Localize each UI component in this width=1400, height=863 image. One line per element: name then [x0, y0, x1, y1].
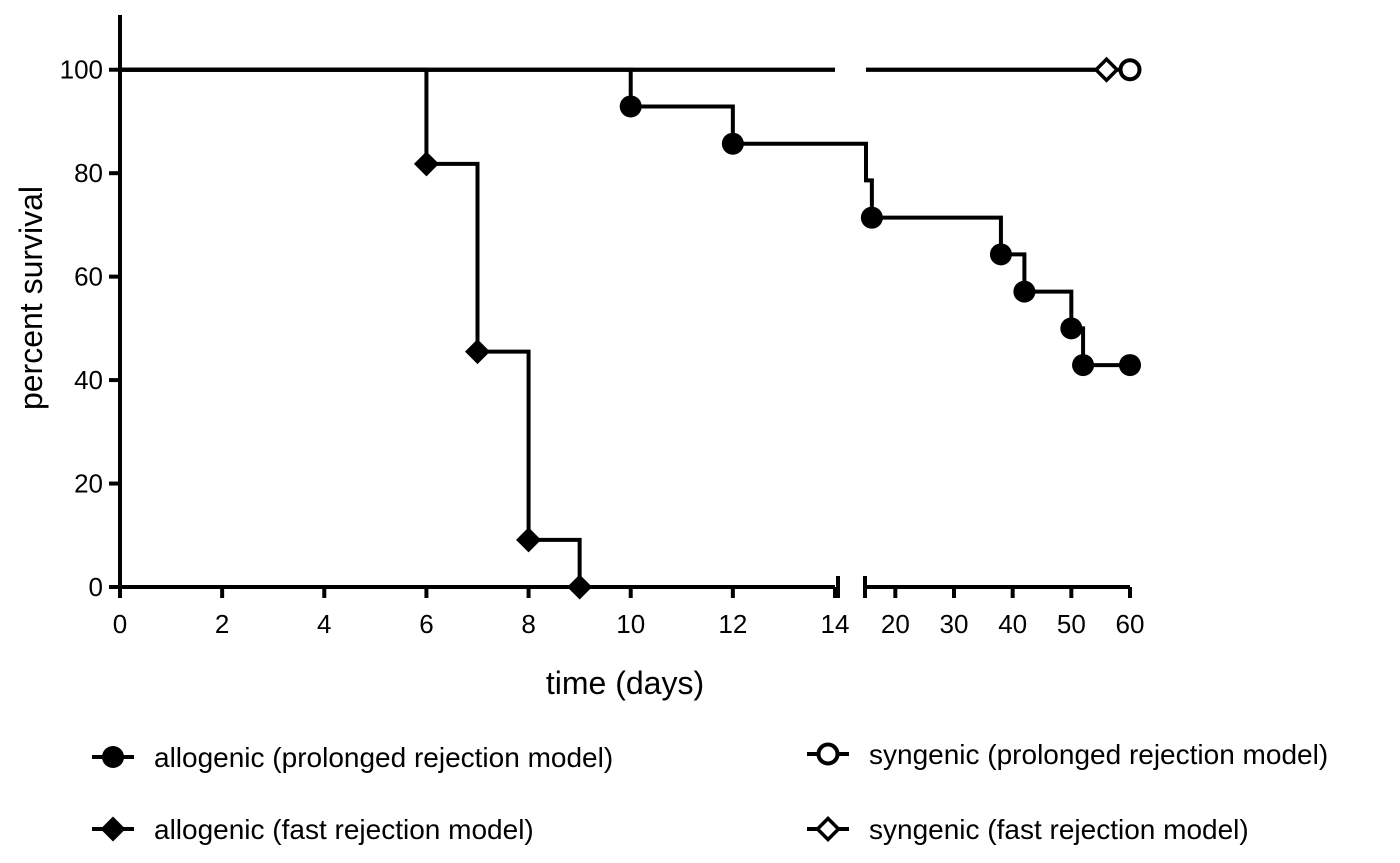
legend-item: syngenic (prolonged rejection model)	[807, 739, 1328, 770]
axes: 0 20 40 60 80 100 0 2 4 6 8 10 12 14 20 30 40 50 60	[60, 15, 1145, 639]
legend-item: allogenic (fast rejection model)	[92, 814, 534, 845]
data-point-filled-circle	[1013, 280, 1036, 303]
legend-marker-open-diamond	[815, 816, 841, 842]
legend-label: allogenic (prolonged rejection model)	[154, 742, 613, 773]
plot-markers	[413, 56, 1142, 600]
x-tick-label: 12	[718, 609, 747, 639]
data-point-filled-circle	[1060, 317, 1083, 340]
x-tick-label: 6	[419, 609, 433, 639]
x-tick-label: 30	[940, 609, 969, 639]
data-point-filled-circle	[619, 95, 642, 118]
legend-item: allogenic (prolonged rejection model)	[92, 742, 613, 773]
data-point-filled-diamond	[567, 574, 593, 600]
series-line	[120, 67, 582, 587]
plot-lines	[120, 67, 1130, 587]
x-tick-label: 60	[1116, 609, 1145, 639]
x-tick-label: 4	[317, 609, 331, 639]
legend: allogenic (prolonged rejection model) all…	[92, 739, 1328, 845]
y-axis-title: percent survival	[13, 186, 49, 410]
x-tick-label: 20	[881, 609, 910, 639]
data-point-filled-diamond	[465, 339, 490, 365]
data-point-filled-circle	[721, 132, 744, 155]
y-tick-label: 60	[74, 262, 103, 292]
data-point-filled-circle	[989, 243, 1012, 266]
legend-marker-open-circle	[816, 742, 840, 766]
data-point-filled-circle	[860, 206, 883, 229]
data-point-open-diamond	[1093, 56, 1120, 83]
y-tick-label: 100	[60, 55, 103, 85]
legend-marker-filled-diamond	[100, 816, 126, 842]
x-tick-label: 8	[521, 609, 535, 639]
data-point-filled-circle	[1119, 354, 1141, 377]
y-tick-label: 20	[74, 469, 103, 499]
x-tick-label: 40	[998, 609, 1027, 639]
x-tick-label: 50	[1057, 609, 1086, 639]
legend-label: allogenic (fast rejection model)	[154, 814, 534, 845]
y-tick-label: 40	[74, 365, 103, 395]
data-point-filled-circle	[1072, 354, 1095, 377]
x-tick-label: 0	[113, 609, 127, 639]
y-tick-label: 0	[89, 572, 103, 602]
legend-item: syngenic (fast rejection model)	[807, 814, 1249, 845]
y-tick-label: 80	[74, 158, 103, 188]
x-tick-label: 14	[821, 609, 850, 639]
x-tick-label: 2	[215, 609, 229, 639]
legend-marker-filled-circle	[102, 746, 124, 768]
data-point-filled-diamond	[516, 527, 542, 553]
legend-label: syngenic (fast rejection model)	[869, 814, 1249, 845]
x-tick-label: 10	[616, 609, 645, 639]
legend-label: syngenic (prolonged rejection model)	[869, 739, 1328, 770]
x-axis-title: time (days)	[546, 665, 704, 701]
data-point-filled-diamond	[413, 151, 439, 177]
data-point-open-circle	[1118, 58, 1142, 82]
